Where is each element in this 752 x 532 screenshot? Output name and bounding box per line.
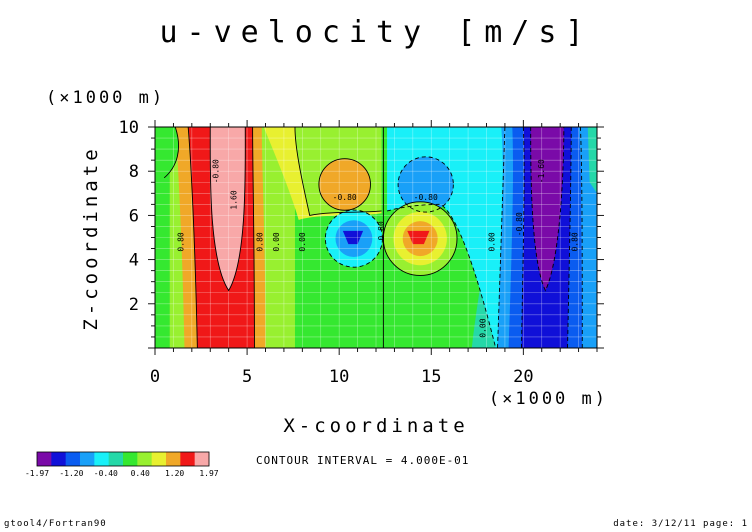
contour-right-4 bbox=[579, 127, 583, 348]
colorbar-tick-label: 1.20 bbox=[165, 469, 184, 478]
contour-lines bbox=[163, 127, 583, 348]
colorbar-tick-label: -1.20 bbox=[59, 469, 83, 478]
x-tick-label: 5 bbox=[242, 367, 252, 387]
x-tick-label: 15 bbox=[421, 367, 441, 387]
plot-area: -0.80 -0.800.80 0.00 0.000.80-0.800.800.000… bbox=[119, 118, 604, 387]
pocket-green-upper-left bbox=[155, 127, 179, 178]
band-purple-right bbox=[530, 127, 564, 291]
contour-label: -0.80 bbox=[515, 212, 524, 236]
colorbar-swatch bbox=[65, 452, 81, 466]
y-tick-label: 2 bbox=[129, 295, 139, 315]
contour-label: 0.00 bbox=[272, 232, 281, 251]
x-unit-label: (×1000 m) bbox=[489, 389, 608, 409]
y-tick-label: 6 bbox=[129, 206, 139, 226]
contour-right-purple bbox=[530, 127, 565, 292]
colorbar-tick-label: -0.40 bbox=[94, 469, 118, 478]
y-unit-label: (×1000 m) bbox=[46, 88, 165, 108]
contour-label: -0.80 bbox=[414, 193, 438, 202]
contour-upper-mid bbox=[294, 127, 382, 216]
contour-left-pink bbox=[209, 127, 246, 292]
colorbar-swatch bbox=[51, 452, 67, 466]
colorbar-swatch bbox=[194, 452, 210, 466]
colorbar-tick-label: 0.40 bbox=[131, 469, 150, 478]
colorbar-swatch bbox=[108, 452, 124, 466]
y-tick-label: 4 bbox=[129, 251, 139, 271]
contour-label: 0.00 bbox=[488, 232, 497, 251]
colorbar-swatch bbox=[123, 452, 138, 466]
x-tick-label: 10 bbox=[329, 367, 349, 387]
contour-label: 0.00 bbox=[478, 318, 487, 337]
contour-label: -1.60 bbox=[537, 159, 546, 183]
colorbar-tick-label: 1.97 bbox=[199, 469, 218, 478]
x-axis-label: X-coordinate bbox=[283, 415, 468, 437]
chart-title: u-velocity [m/s] bbox=[160, 15, 593, 50]
contour-label: 0.80 bbox=[176, 232, 185, 251]
footer-right-text: date: 3/12/11 page: 1 bbox=[613, 519, 748, 529]
colorbar-frame bbox=[36, 451, 210, 467]
x-tick-label: 0 bbox=[150, 367, 160, 387]
contour-label: 0.80 bbox=[255, 232, 264, 251]
color-field bbox=[155, 127, 597, 348]
colorbar-swatch bbox=[180, 452, 196, 466]
footer-left-text: gtool4/Fortran90 bbox=[4, 519, 107, 529]
colorbar: -1.97 -1.20 -0.40 0.40 1.20 1.97 bbox=[25, 451, 219, 478]
band-pink-left bbox=[210, 127, 246, 291]
axis-ticks: 0 5 10 15 20 2 4 6 8 10 bbox=[119, 118, 604, 387]
contour-upper-left-pocket bbox=[163, 127, 179, 179]
contour-label: 0.80 bbox=[570, 232, 579, 251]
contour-interval-text: CONTOUR INTERVAL = 4.000E-01 bbox=[256, 454, 469, 467]
colorbar-swatch bbox=[151, 452, 167, 466]
colorbar-swatch bbox=[166, 452, 181, 466]
contour-label: 0.80 bbox=[377, 221, 386, 240]
contour-left-2 bbox=[252, 127, 255, 348]
contour-label: 1.60 bbox=[230, 190, 239, 209]
grid-lines bbox=[155, 127, 597, 348]
contour-labels: -0.80 -0.80 0.80 0.00 0.00 0.80 -0.80 0.80 0.00 0… bbox=[176, 159, 579, 338]
blob-dark-blue-lower-mid bbox=[342, 230, 364, 245]
colorbar-swatch bbox=[37, 452, 52, 466]
contour-right-3 bbox=[567, 127, 572, 348]
contour-label: -0.80 bbox=[333, 193, 357, 202]
contour-left-1 bbox=[187, 127, 198, 348]
colorbar-swatch bbox=[94, 452, 110, 466]
contour-yellow-blob bbox=[382, 201, 458, 276]
colorbar-tick-label: -1.97 bbox=[25, 469, 49, 478]
y-tick-label: 10 bbox=[119, 118, 139, 138]
y-tick-label: 8 bbox=[129, 162, 139, 182]
blob-light-blue-upper-right bbox=[398, 156, 454, 213]
contour-cyan-blob bbox=[324, 209, 383, 268]
band-edge-upper-right bbox=[587, 127, 597, 194]
contour-right-2 bbox=[521, 127, 525, 348]
y-axis-label: Z-coordinate bbox=[80, 145, 102, 330]
contour-light-blue-blob bbox=[397, 156, 454, 213]
blob-red-lower-right bbox=[407, 230, 430, 245]
colorbar-swatch bbox=[80, 452, 95, 466]
x-tick-label: 20 bbox=[513, 367, 533, 387]
contour-orange-blob bbox=[318, 158, 371, 211]
blob-orange-upper-mid bbox=[318, 158, 371, 211]
contour-label: 0.00 bbox=[298, 232, 307, 251]
contour-right-1 bbox=[497, 127, 506, 348]
colorbar-swatch bbox=[137, 452, 153, 466]
contour-label: -0.80 bbox=[211, 159, 220, 183]
